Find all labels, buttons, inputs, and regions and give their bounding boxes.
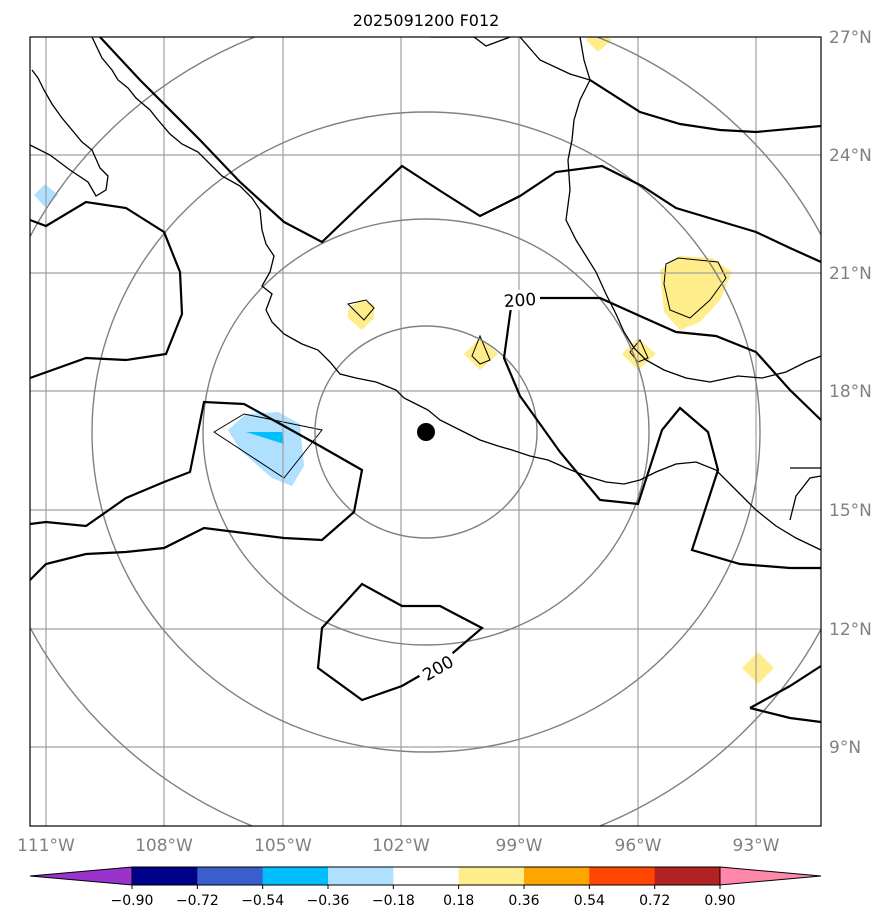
colorbar-tick-label: 0.54 <box>574 893 605 909</box>
positive-anomaly-area-3 <box>622 338 656 370</box>
coastline-baja <box>30 69 109 197</box>
contour-line-200-east <box>540 296 821 421</box>
colorbar-tick-label: −0.90 <box>111 893 154 909</box>
colorbar-segment <box>589 867 656 885</box>
colorbar-tick-label: 0.72 <box>639 893 670 909</box>
colorbar-frame <box>131 866 721 886</box>
contour-line-south-closed <box>316 582 484 702</box>
anomaly-outline-west <box>213 413 323 479</box>
lon-tick-label: 99°W <box>496 836 543 856</box>
range-ring-3 <box>91 111 761 753</box>
contour-line-north-2 <box>99 37 821 264</box>
lat-tick-label: 15°N <box>829 501 872 521</box>
coastline-inland <box>789 467 821 521</box>
range-ring-4 <box>30 37 821 826</box>
latitude-tick-labels: 27°N 24°N 21°N 18°N 15°N 12°N 9°N <box>829 28 872 758</box>
lon-tick-label: 105°W <box>254 836 312 856</box>
lon-tick-label: 108°W <box>135 836 193 856</box>
coastline-north <box>430 37 591 81</box>
colorbar-segments <box>29 866 822 886</box>
colorbar-tick-label: −0.18 <box>372 893 415 909</box>
lon-tick-label: 93°W <box>733 836 780 856</box>
colorbar-extend-high <box>719 866 822 886</box>
colorbar: −0.90 −0.72 −0.54 −0.36 −0.18 0.18 0.36 0.54 0.7… <box>29 866 822 909</box>
colorbar-segment <box>132 867 198 885</box>
colorbar-segment <box>328 867 394 885</box>
range-rings <box>30 37 821 826</box>
chart-title: 2025091200 F012 <box>353 11 500 30</box>
lon-tick-label: 102°W <box>372 836 430 856</box>
colorbar-tick-label: −0.72 <box>176 893 219 909</box>
graticule <box>30 37 821 826</box>
contour-label-200-north: 200 <box>503 290 537 312</box>
colorbar-segment <box>393 867 460 885</box>
geopotential-contours <box>30 37 821 724</box>
coastline-gulf <box>565 37 821 383</box>
storm-center-marker <box>417 423 435 441</box>
lat-tick-label: 12°N <box>829 620 872 640</box>
colorbar-tick-label: −0.54 <box>241 893 284 909</box>
colorbar-tick-label: −0.36 <box>307 893 350 909</box>
lat-tick-label: 9°N <box>829 738 861 758</box>
lat-tick-label: 24°N <box>829 146 872 166</box>
lat-tick-label: 21°N <box>829 264 872 284</box>
coastlines <box>30 37 821 551</box>
positive-anomaly-area-4 <box>742 652 774 684</box>
colorbar-segment <box>654 867 721 885</box>
lat-tick-label: 27°N <box>829 28 872 48</box>
colorbar-segment <box>458 867 525 885</box>
colorbar-segment <box>262 867 329 885</box>
map-panel: 200 200 <box>29 36 822 827</box>
contour-line-west <box>30 400 364 581</box>
map-frame <box>29 36 822 827</box>
lon-tick-label: 111°W <box>17 836 75 856</box>
anomaly-outline-2 <box>471 334 491 365</box>
anomaly-outline-east <box>663 257 727 319</box>
lat-tick-label: 18°N <box>829 382 872 402</box>
positive-anomaly-area-east <box>660 256 732 330</box>
colorbar-tick-label: 0.18 <box>443 893 474 909</box>
contour-line-southeast <box>749 665 821 724</box>
colorbar-segment <box>197 867 264 885</box>
colorbar-tick-label: 0.36 <box>508 893 539 909</box>
range-ring-1 <box>314 325 538 539</box>
colorbar-tick-label: 0.90 <box>704 893 735 909</box>
negative-anomaly-core <box>246 432 284 444</box>
colorbar-extend-low <box>29 866 133 886</box>
colorbar-segment <box>524 867 590 885</box>
contour-line-200-main <box>502 299 821 570</box>
coastline-pacific <box>91 37 821 551</box>
colorbar-ticks: −0.90 −0.72 −0.54 −0.36 −0.18 0.18 0.36 0.54 0.7… <box>111 885 736 909</box>
negative-anomaly-area <box>228 412 304 486</box>
range-ring-2 <box>202 218 650 646</box>
longitude-tick-labels: 111°W 108°W 105°W 102°W 99°W 96°W 93°W <box>17 836 780 856</box>
lon-tick-label: 96°W <box>615 836 662 856</box>
anomaly-outline-1 <box>347 299 375 321</box>
contour-line-north-1 <box>30 200 184 380</box>
positive-anomaly-area-2 <box>464 338 498 370</box>
contour-line-north-3 <box>589 79 821 134</box>
positive-anomaly-area-1 <box>348 300 374 330</box>
anomaly-outlines <box>213 257 727 479</box>
